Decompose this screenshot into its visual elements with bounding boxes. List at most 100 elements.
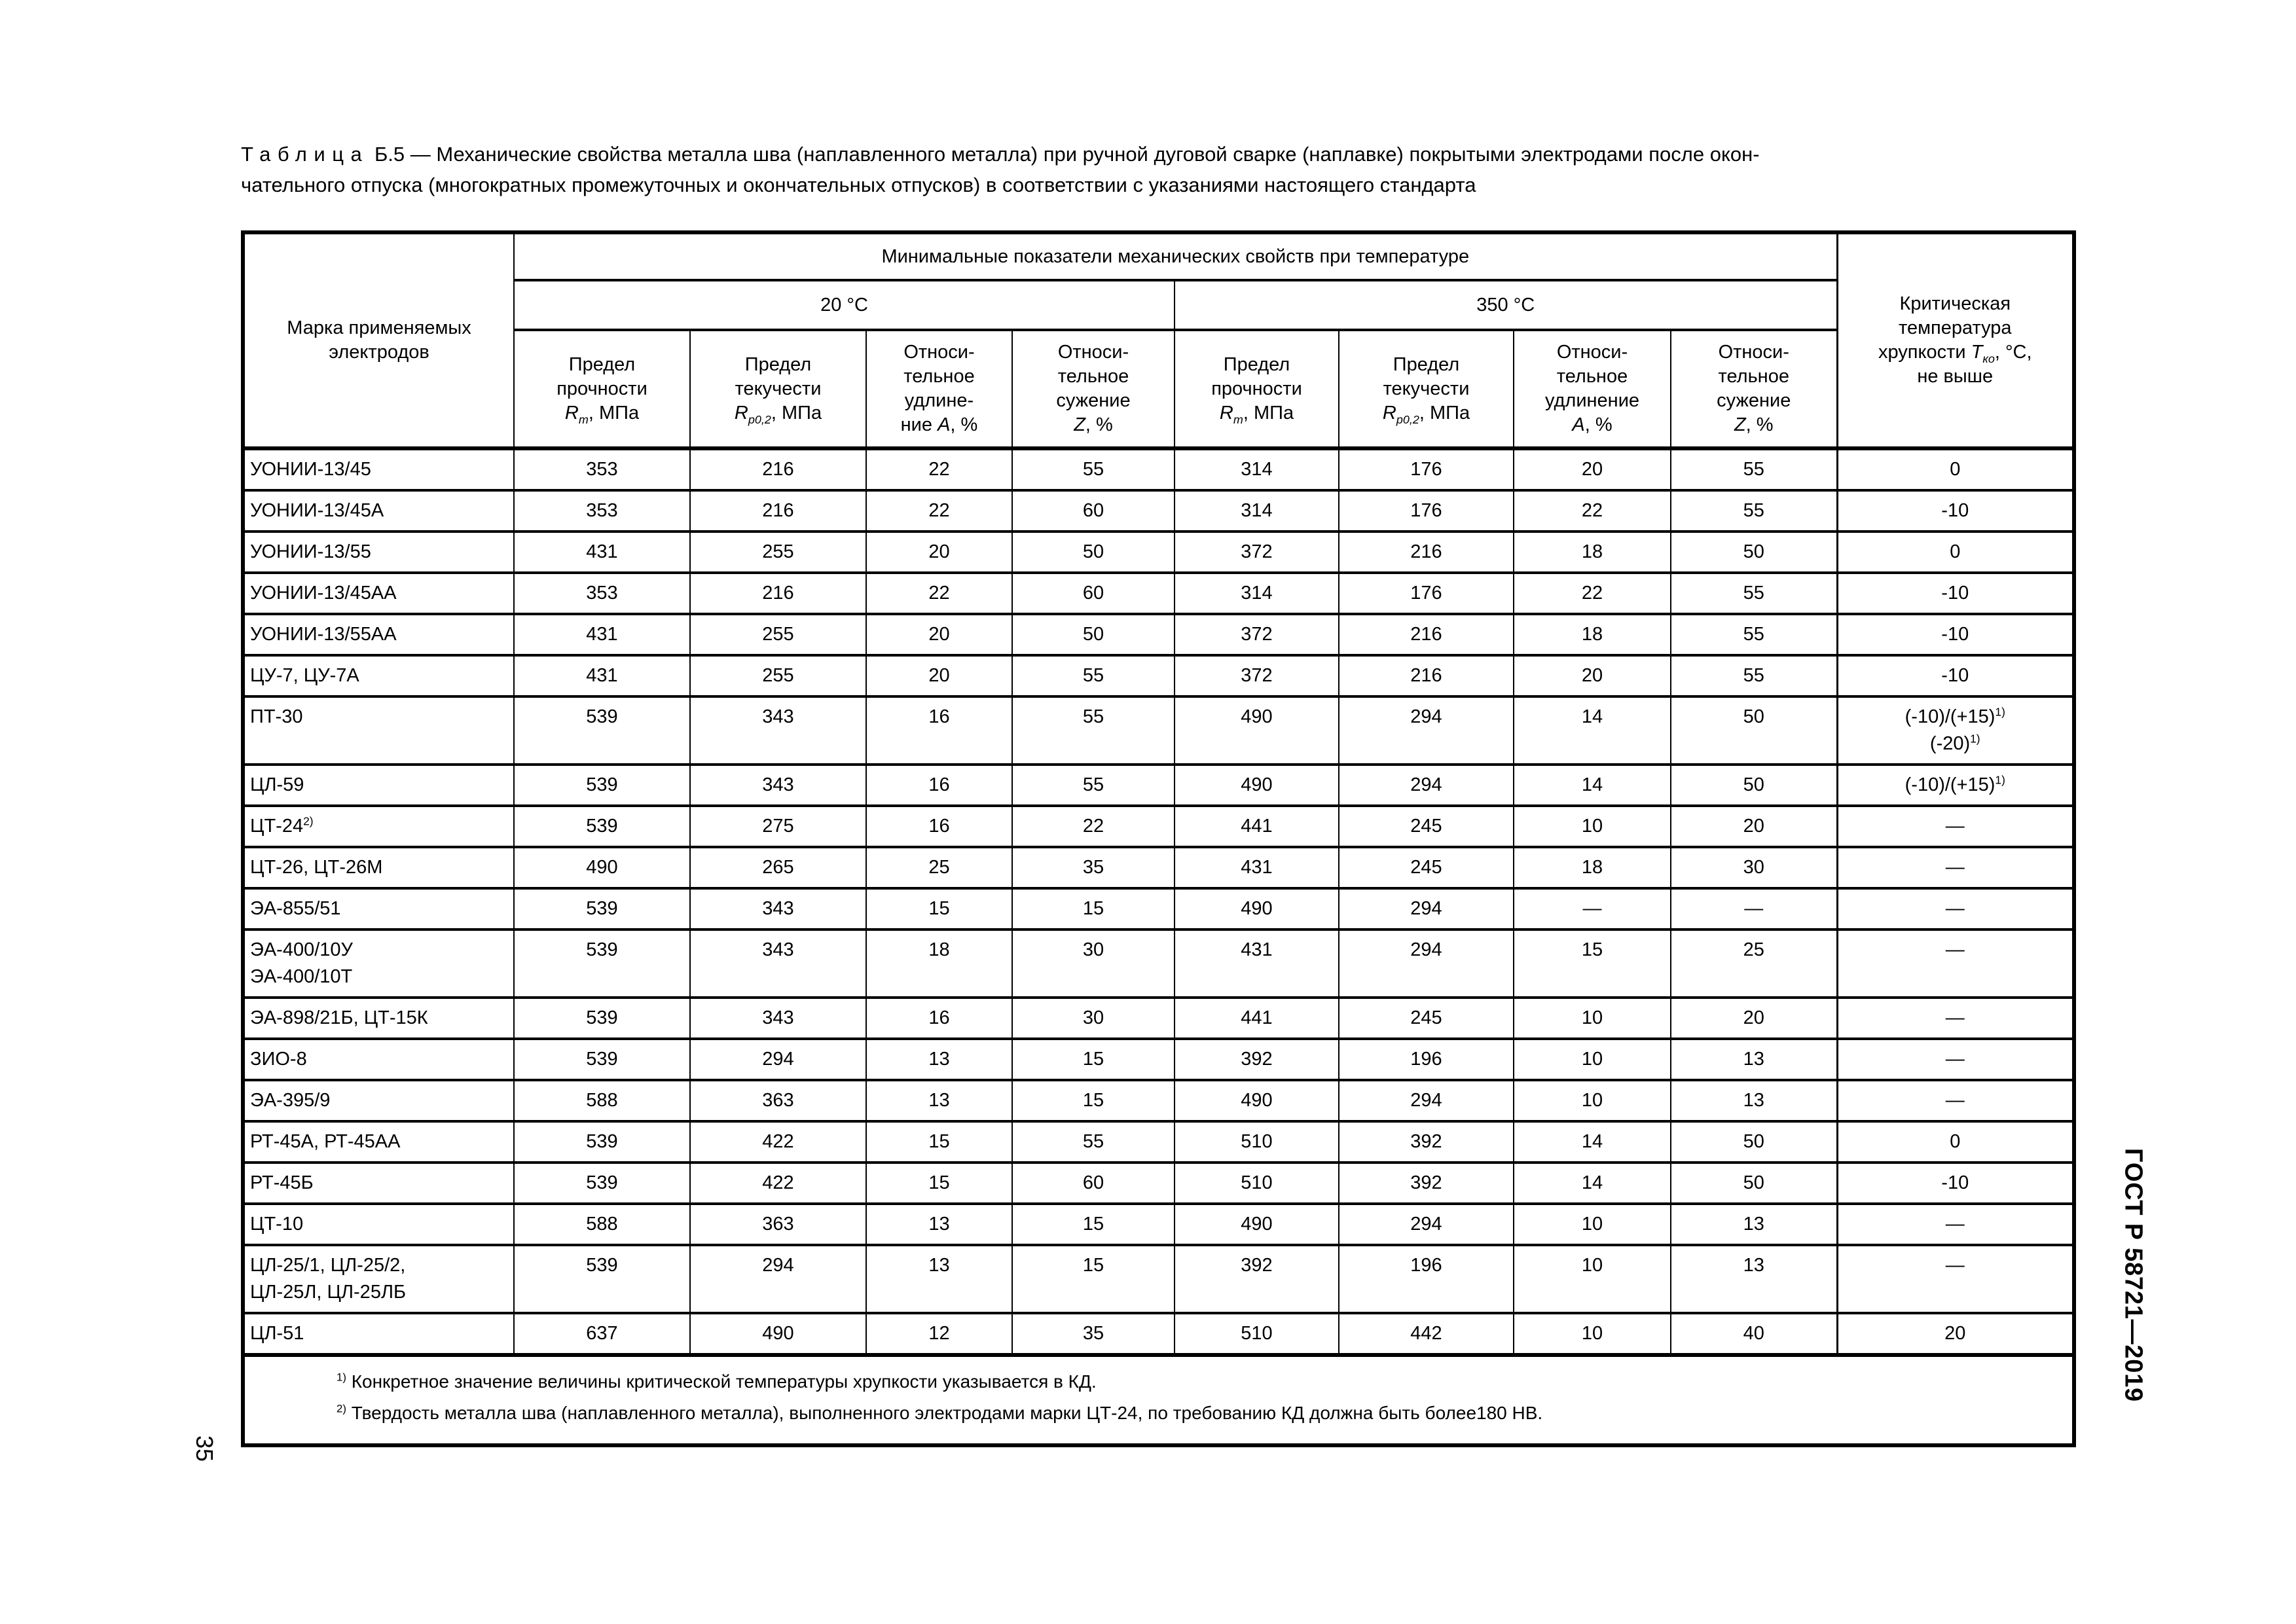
stat-column-header: Предел текучести Rp0,2, МПа	[1338, 329, 1514, 450]
critical-temp-cell: 20	[1836, 1312, 2075, 1356]
electrode-brand-cell: ПТ-30	[242, 695, 515, 766]
critical-temp-cell: —	[1836, 1079, 2075, 1123]
value-cell: 490	[513, 846, 691, 890]
value-cell: 55	[1669, 489, 1838, 533]
table-title-word: Таблица	[241, 143, 369, 166]
table-row: ЦТ-10 588 363 13 15 490 294 10 13—	[242, 1202, 2075, 1246]
table-row: ЦТ-242) 539 275 16 22 441 245 10 20—	[242, 804, 2075, 848]
temp-20-header: 20 °С	[513, 280, 1175, 331]
critical-temp-cell: —	[1836, 928, 2075, 999]
value-cell: 50	[1669, 1161, 1838, 1205]
value-cell: 539	[513, 996, 691, 1040]
value-cell: 13	[866, 1079, 1013, 1123]
value-cell: 20	[866, 530, 1013, 574]
value-cell: 50	[1011, 530, 1175, 574]
value-cell: 50	[1669, 1120, 1838, 1164]
electrode-brand-cell: ЦТ-10	[242, 1202, 515, 1246]
table-row: ЭА-898/21Б, ЦТ-15К 539 343 16 30 441 245 10 20—	[242, 996, 2075, 1040]
electrode-brand-cell: УОНИИ-13/45А	[242, 489, 515, 533]
table-title-line1: Б.5 — Механические свойства металла шва …	[369, 143, 1760, 166]
electrode-brand-cell: ЦТ-242)	[242, 804, 515, 848]
stat-column-header: Относи-тельное сужение Z, %	[1669, 329, 1838, 450]
value-cell: 245	[1338, 996, 1514, 1040]
value-cell: 294	[689, 1038, 867, 1081]
electrode-brand-cell: ЭА-395/9	[242, 1079, 515, 1123]
table-row: УОНИИ-13/55АА 431 255 20 50 372 216 18 55 -10	[242, 613, 2075, 657]
value-cell: 20	[1669, 996, 1838, 1040]
value-cell: 422	[689, 1161, 867, 1205]
critical-temp-cell: —	[1836, 1202, 2075, 1246]
value-cell: 60	[1011, 489, 1175, 533]
footnote: 2) Твердость металла шва (наплавленного …	[337, 1402, 1543, 1423]
value-cell: 25	[866, 846, 1013, 890]
value-cell: 13	[866, 1038, 1013, 1081]
electrode-brand-cell: ЭА-855/51	[242, 887, 515, 931]
critical-temp-header: Критическая температура хрупкости Tко, °С,…	[1836, 232, 2075, 450]
value-cell: 343	[689, 996, 867, 1040]
footnotes: 1) Конкретное значение величины критичес…	[242, 1353, 2075, 1446]
table-row: ЦЛ-51 637 490 12 35 510 442 10 40 20	[242, 1312, 2075, 1356]
value-cell: 216	[689, 446, 867, 492]
value-cell: 539	[513, 1161, 691, 1205]
table-row: УОНИИ-13/45А 353 216 22 60 314 176 22 55 -10	[242, 489, 2075, 533]
value-cell: 196	[1338, 1038, 1514, 1081]
stat-column-header: Предел текучести Rp0,2, МПа	[689, 329, 867, 450]
value-cell: 50	[1011, 613, 1175, 657]
value-cell: 372	[1174, 613, 1339, 657]
table-title-line2: чательного отпуска (многократных промежу…	[241, 173, 1476, 196]
value-cell: 13	[1669, 1244, 1838, 1314]
table-row: УОНИИ-13/55 431 255 20 50 372 216 18 50 0	[242, 530, 2075, 574]
value-cell: 294	[1338, 1079, 1514, 1123]
critical-temp-cell: —	[1836, 846, 2075, 890]
value-cell: 16	[866, 804, 1013, 848]
standard-code-vertical: ГОСТ Р 58721—2019	[2119, 1148, 2147, 1402]
footnote: 1) Конкретное значение величины критичес…	[337, 1371, 1097, 1392]
value-cell: 294	[1338, 887, 1514, 931]
value-cell: 314	[1174, 571, 1339, 615]
value-cell: 539	[513, 1038, 691, 1081]
stat-column-header: Предел прочности Rm, МПа	[1174, 329, 1339, 450]
critical-temp-cell: 0	[1836, 446, 2075, 492]
value-cell: 30	[1669, 846, 1838, 890]
stat-column-header: Предел прочности Rm, МПа	[513, 329, 691, 450]
value-cell: 22	[866, 571, 1013, 615]
value-cell: 353	[513, 446, 691, 492]
stat-column-header: Относи-тельное удлине-ние A, %	[866, 329, 1013, 450]
table-row: ЦТ-26, ЦТ-26М 490 265 25 35 431 245 18 30—	[242, 846, 2075, 890]
value-cell: 490	[1174, 1202, 1339, 1246]
value-cell: 431	[513, 654, 691, 698]
value-cell: 15	[1011, 1244, 1175, 1314]
critical-temp-cell: -10	[1836, 571, 2075, 615]
electrode-brand-cell: УОНИИ-13/45	[242, 446, 515, 492]
critical-temp-cell: -10	[1836, 613, 2075, 657]
value-cell: 588	[513, 1202, 691, 1246]
value-cell: 442	[1338, 1312, 1514, 1356]
value-cell: 55	[1011, 654, 1175, 698]
value-cell: 176	[1338, 571, 1514, 615]
value-cell: 10	[1513, 1244, 1671, 1314]
value-cell: 10	[1513, 996, 1671, 1040]
value-cell: 14	[1513, 1120, 1671, 1164]
value-cell: 60	[1011, 571, 1175, 615]
table-row: УОНИИ-13/45 353 216 22 55 314 176 20 55 0	[242, 446, 2075, 492]
value-cell: 431	[513, 613, 691, 657]
table-row: ЦЛ-59 539 343 16 55 490 294 14 50 (-10)/(+15)1)	[242, 763, 2075, 807]
value-cell: 13	[1669, 1038, 1838, 1081]
critical-temp-cell: (-10)/(+15)1)	[1836, 763, 2075, 807]
value-cell: 216	[689, 571, 867, 615]
value-cell: 15	[866, 887, 1013, 931]
electrode-brand-cell: ЦТ-26, ЦТ-26М	[242, 846, 515, 890]
value-cell: 10	[1513, 1079, 1671, 1123]
value-cell: 294	[1338, 763, 1514, 807]
value-cell: 176	[1338, 446, 1514, 492]
value-cell: 18	[1513, 846, 1671, 890]
value-cell: 20	[1669, 804, 1838, 848]
value-cell: 55	[1011, 763, 1175, 807]
value-cell: 294	[689, 1244, 867, 1314]
value-cell: 490	[1174, 1079, 1339, 1123]
electrode-brand-cell: РТ-45А, РТ-45АА	[242, 1120, 515, 1164]
value-cell: 392	[1338, 1161, 1514, 1205]
value-cell: 255	[689, 613, 867, 657]
table-row: ЗИО-8 539 294 13 15 392 196 10 13—	[242, 1038, 2075, 1081]
value-cell: 422	[689, 1120, 867, 1164]
